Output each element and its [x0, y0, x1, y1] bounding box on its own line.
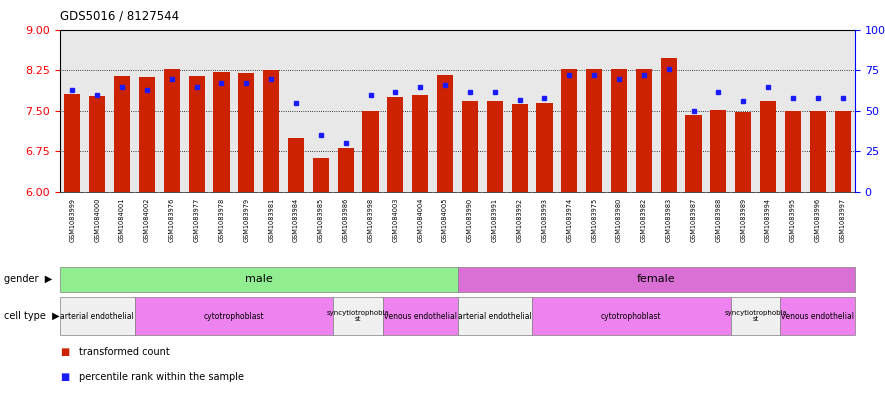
Text: GSM1083999: GSM1083999: [69, 198, 75, 242]
Text: GSM1083976: GSM1083976: [169, 198, 175, 242]
Text: cytotrophoblast: cytotrophoblast: [601, 312, 662, 321]
Text: GSM1084003: GSM1084003: [392, 198, 398, 242]
Text: GSM1083986: GSM1083986: [342, 198, 349, 242]
Text: GSM1083984: GSM1083984: [293, 198, 299, 242]
Text: arterial endothelial: arterial endothelial: [60, 312, 135, 321]
Bar: [189, 76, 204, 192]
Bar: [735, 112, 751, 192]
Bar: [135, 297, 334, 335]
Bar: [458, 266, 855, 292]
Bar: [383, 297, 458, 335]
Text: GSM1084004: GSM1084004: [417, 198, 423, 242]
Bar: [312, 158, 329, 192]
Text: venous endothelial: venous endothelial: [781, 312, 854, 321]
Bar: [238, 73, 254, 192]
Text: GSM1083985: GSM1083985: [318, 198, 324, 242]
Bar: [586, 70, 602, 192]
Bar: [760, 101, 776, 192]
Text: female: female: [637, 274, 675, 284]
Bar: [363, 111, 379, 192]
Text: GSM1083991: GSM1083991: [492, 198, 497, 242]
Text: arterial endothelial: arterial endothelial: [458, 312, 532, 321]
Bar: [139, 77, 155, 192]
Bar: [114, 76, 130, 192]
Bar: [785, 111, 801, 192]
Bar: [437, 75, 453, 192]
Bar: [60, 297, 135, 335]
Text: male: male: [245, 274, 273, 284]
Bar: [388, 97, 404, 192]
Text: GSM1083979: GSM1083979: [243, 198, 250, 242]
Text: GSM1083974: GSM1083974: [566, 198, 573, 242]
Bar: [532, 297, 731, 335]
Text: transformed count: transformed count: [80, 347, 170, 356]
Text: percentile rank within the sample: percentile rank within the sample: [80, 371, 244, 382]
Text: GSM1083988: GSM1083988: [715, 198, 721, 242]
Text: ■: ■: [60, 371, 69, 382]
Bar: [711, 110, 727, 192]
Bar: [686, 115, 702, 192]
Bar: [288, 138, 304, 192]
Text: GSM1084002: GSM1084002: [144, 198, 150, 242]
Bar: [781, 297, 855, 335]
Text: GSM1083983: GSM1083983: [666, 198, 672, 242]
Text: GSM1083987: GSM1083987: [690, 198, 696, 242]
Text: GSM1083992: GSM1083992: [517, 198, 523, 242]
Bar: [635, 70, 652, 192]
Bar: [462, 101, 478, 192]
Bar: [65, 94, 81, 192]
Text: cell type  ▶: cell type ▶: [4, 311, 60, 321]
Text: GSM1083977: GSM1083977: [194, 198, 200, 242]
Bar: [731, 297, 781, 335]
Text: GSM1083981: GSM1083981: [268, 198, 274, 242]
Bar: [611, 70, 627, 192]
Text: GSM1083996: GSM1083996: [815, 198, 820, 242]
Text: GSM1084000: GSM1084000: [95, 198, 100, 242]
Text: syncytiotrophobla
st: syncytiotrophobla st: [724, 310, 787, 322]
Text: GSM1083982: GSM1083982: [641, 198, 647, 242]
Bar: [164, 69, 180, 192]
Bar: [835, 111, 850, 192]
Bar: [334, 297, 383, 335]
Text: GSM1083980: GSM1083980: [616, 198, 622, 242]
Text: GSM1083975: GSM1083975: [591, 198, 597, 242]
Text: GSM1083998: GSM1083998: [367, 198, 373, 242]
Text: GDS5016 / 8127544: GDS5016 / 8127544: [60, 9, 179, 22]
Text: GSM1083995: GSM1083995: [790, 198, 796, 242]
Text: syncytiotrophobla
st: syncytiotrophobla st: [327, 310, 389, 322]
Text: GSM1083993: GSM1083993: [542, 198, 548, 242]
Bar: [60, 266, 458, 292]
Bar: [487, 101, 503, 192]
Text: GSM1083990: GSM1083990: [467, 198, 473, 242]
Bar: [810, 111, 826, 192]
Bar: [660, 58, 677, 192]
Text: ■: ■: [60, 347, 69, 356]
Text: venous endothelial: venous endothelial: [384, 312, 457, 321]
Bar: [536, 103, 552, 192]
Bar: [89, 96, 105, 192]
Bar: [458, 297, 532, 335]
Bar: [213, 72, 229, 192]
Text: GSM1083994: GSM1083994: [765, 198, 771, 242]
Text: GSM1084005: GSM1084005: [442, 198, 448, 242]
Text: GSM1083978: GSM1083978: [219, 198, 225, 242]
Bar: [338, 148, 354, 192]
Bar: [263, 70, 280, 192]
Bar: [412, 95, 428, 192]
Text: GSM1083997: GSM1083997: [840, 198, 845, 242]
Bar: [512, 105, 527, 192]
Text: GSM1084001: GSM1084001: [119, 198, 125, 242]
Text: cytotrophoblast: cytotrophoblast: [204, 312, 265, 321]
Text: gender  ▶: gender ▶: [4, 274, 53, 284]
Bar: [561, 70, 577, 192]
Text: GSM1083989: GSM1083989: [740, 198, 746, 242]
